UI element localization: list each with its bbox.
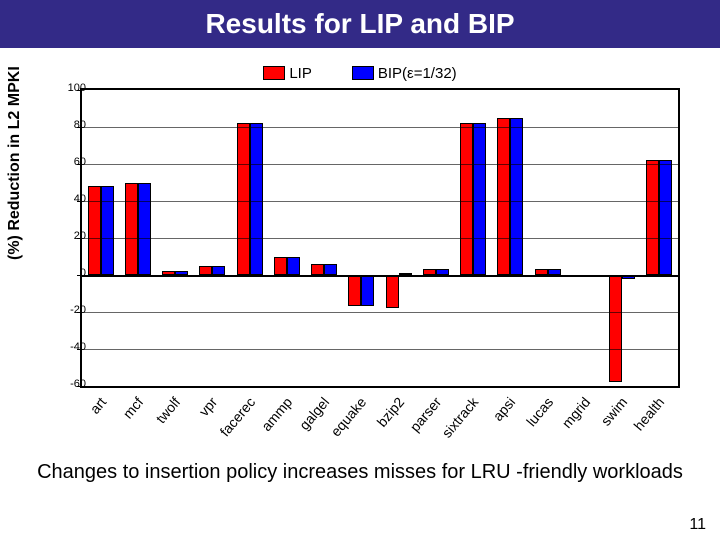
x-tick-label: swim bbox=[598, 394, 631, 429]
x-tick-label: apsi bbox=[490, 394, 519, 424]
slide-caption: Changes to insertion policy increases mi… bbox=[0, 460, 720, 484]
bar-lip bbox=[609, 275, 622, 382]
x-tick-label: mcf bbox=[119, 394, 146, 422]
bar-bip bbox=[324, 264, 337, 275]
bar-lip bbox=[348, 275, 361, 306]
bar-lip bbox=[237, 123, 250, 275]
page-number: 11 bbox=[689, 516, 706, 534]
bar-lip bbox=[274, 257, 287, 276]
x-tick-label: ammp bbox=[258, 394, 295, 434]
slide-title: Results for LIP and BIP bbox=[205, 8, 514, 40]
y-tick-label: 80 bbox=[46, 119, 86, 131]
legend-label-bip: BIP(ε=1/32) bbox=[378, 65, 457, 82]
legend-swatch-bip bbox=[352, 66, 374, 80]
bar-lip bbox=[460, 123, 473, 275]
y-tick-label: 20 bbox=[46, 230, 86, 242]
y-tick-label: -20 bbox=[46, 304, 86, 316]
bar-lip bbox=[199, 266, 212, 275]
x-tick-label: art bbox=[86, 394, 109, 417]
bar-bip bbox=[510, 118, 523, 275]
chart-legend: LIP BIP(ε=1/32) bbox=[30, 60, 690, 86]
y-tick-label: -60 bbox=[46, 378, 86, 390]
x-tick-label: lucas bbox=[523, 394, 556, 429]
legend-item-bip: BIP(ε=1/32) bbox=[352, 65, 457, 82]
y-tick-label: 60 bbox=[46, 156, 86, 168]
bar-lip bbox=[497, 118, 510, 275]
bar-bip bbox=[287, 257, 300, 276]
bar-lip bbox=[646, 160, 659, 275]
bar-bip bbox=[659, 160, 672, 275]
x-tick-label: sixtrack bbox=[439, 394, 482, 441]
y-tick-label: 100 bbox=[46, 82, 86, 94]
plot-area bbox=[80, 88, 680, 388]
x-tick-label: equake bbox=[328, 394, 370, 439]
bar-bip bbox=[250, 123, 263, 275]
bar-bip bbox=[361, 275, 374, 306]
bar-lip bbox=[386, 275, 399, 308]
bar-bip bbox=[212, 266, 225, 275]
x-axis-labels: artmcf twolf vprfacerecammpgalgelequakebzi… bbox=[80, 392, 680, 448]
y-tick-label: 40 bbox=[46, 193, 86, 205]
bar-bip bbox=[138, 183, 151, 276]
legend-swatch-lip bbox=[263, 66, 285, 80]
y-tick-label: -40 bbox=[46, 341, 86, 353]
slide-title-bar: Results for LIP and BIP bbox=[0, 0, 720, 48]
x-tick-label: health bbox=[631, 394, 668, 434]
bar-bip bbox=[101, 186, 114, 275]
bar-lip bbox=[88, 186, 101, 275]
x-tick-label: vpr bbox=[196, 394, 221, 419]
legend-item-lip: LIP bbox=[263, 65, 312, 82]
chart-container: LIP BIP(ε=1/32) (%) Reduction in L2 MPKI… bbox=[30, 60, 690, 450]
y-tick-label: 0 bbox=[46, 267, 86, 279]
x-tick-label: galgel bbox=[296, 394, 332, 433]
bar-lip bbox=[125, 183, 138, 276]
x-tick-label: bzip2 bbox=[373, 394, 407, 430]
x-tick-label: facerec bbox=[216, 394, 258, 439]
x-tick-label: mgrid bbox=[558, 394, 593, 431]
x-tick-label: twolf bbox=[153, 394, 184, 426]
bar-bip bbox=[473, 123, 486, 275]
bar-lip bbox=[311, 264, 324, 275]
legend-label-lip: LIP bbox=[289, 65, 312, 82]
y-axis-label: (%) Reduction in L2 MPKI bbox=[6, 66, 24, 260]
